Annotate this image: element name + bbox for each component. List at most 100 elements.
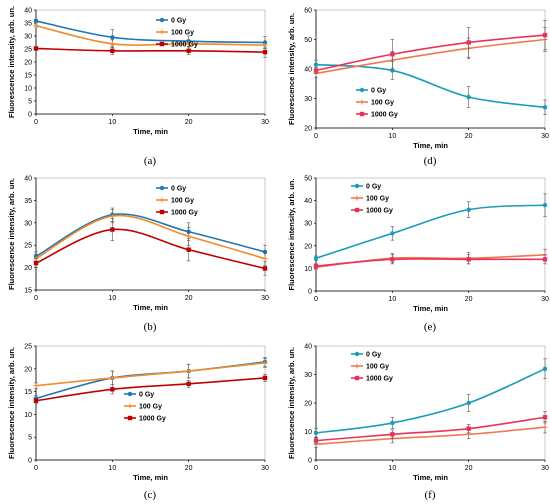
legend-label: 1000 Gy (171, 42, 198, 49)
data-point (110, 227, 115, 232)
data-point (466, 426, 471, 431)
x-tick-label: 0 (314, 465, 318, 472)
legend-marker (127, 403, 133, 409)
y-tick-label: 30 (304, 96, 312, 103)
panel-5: 0 5 10 15 20 25 0 10 20 30 Time, min Fluorescence i… (7, 344, 269, 502)
x-tick-label: 20 (185, 119, 193, 126)
y-tick-label: 25 (24, 47, 32, 54)
x-tick-label: 20 (185, 465, 193, 472)
legend-label: 1000 Gy (139, 416, 166, 423)
legend-label: 1000 Gy (366, 376, 393, 383)
series-3 (313, 254, 548, 269)
y-tick-label: 5 (28, 99, 32, 106)
series-line (315, 38, 546, 75)
data-point (466, 207, 471, 212)
series-2 (33, 23, 268, 49)
y-axis-label: Fluorescence intensity, arb. un. (7, 6, 16, 118)
data-point (542, 415, 548, 420)
legend-label: 100 Gy (171, 30, 194, 37)
x-tick-label: 10 (388, 133, 396, 140)
legend-label: 1000 Gy (371, 112, 398, 119)
y-tick-label: 35 (24, 21, 32, 28)
data-point (466, 94, 471, 100)
y-tick-label: 10 (304, 266, 312, 273)
legend-marker (127, 391, 133, 397)
legend-marker (159, 209, 165, 215)
data-point (313, 256, 319, 261)
x-tick-label: 0 (314, 296, 318, 303)
series-3 (33, 218, 268, 276)
data-point (33, 18, 39, 24)
legend-label: 100 Gy (366, 196, 389, 203)
legend-label: 100 Gy (139, 404, 162, 411)
y-axis-label: Fluorescence intensity, arb. un. (7, 178, 16, 290)
panel-label: (d) (424, 155, 437, 167)
series-1 (313, 193, 548, 261)
x-tick-label: 30 (541, 296, 549, 303)
legend-marker (354, 351, 360, 357)
legend-label: 0 Gy (171, 186, 186, 193)
legend-marker (354, 195, 360, 201)
x-tick-label: 30 (261, 295, 269, 302)
data-point (109, 213, 115, 219)
panel-label: (b) (144, 321, 157, 333)
legend: 0 Gy 100 Gy 1000 Gy (124, 392, 166, 423)
y-tick-label: 20 (24, 60, 32, 67)
series-line (35, 377, 266, 402)
x-tick-label: 0 (34, 119, 38, 126)
legend-marker (359, 99, 365, 105)
x-tick-label: 0 (314, 133, 318, 140)
panel-2: 20 30 40 50 60 0 10 20 30 Time, min Fluorescence i… (287, 8, 549, 168)
x-tick-label: 20 (465, 296, 473, 303)
series-1 (313, 358, 548, 438)
x-tick-label: 20 (465, 133, 473, 140)
y-tick-label: 50 (304, 176, 312, 183)
x-axis-label: Time, min (413, 141, 448, 150)
y-tick-label: 20 (24, 366, 32, 373)
data-point (186, 368, 192, 374)
y-axis-label: Fluorescence intensity, arb. un. (287, 13, 296, 125)
series-3 (33, 46, 268, 58)
x-tick-label: 10 (388, 465, 396, 472)
data-point (542, 257, 548, 262)
series-line (315, 34, 546, 72)
series-line (35, 213, 266, 258)
legend: 0 Gy 100 Gy 1000 Gy (356, 88, 398, 119)
legend-label: 100 Gy (171, 198, 194, 205)
series-2 (33, 358, 268, 389)
legend-label: 100 Gy (366, 364, 389, 371)
legend: 0 Gy 100 Gy 1000 Gy (156, 186, 198, 217)
x-tick-label: 0 (34, 295, 38, 302)
series-line (35, 47, 266, 53)
data-point (313, 68, 319, 73)
data-point (262, 266, 268, 271)
data-point (390, 432, 395, 437)
data-point (466, 257, 471, 262)
data-point (262, 360, 268, 366)
x-tick-label: 10 (108, 295, 116, 302)
legend-marker (354, 363, 360, 369)
x-tick-label: 30 (261, 119, 269, 126)
panel-1: 0 5 10 15 20 25 30 35 40 0 10 20 30 Time, min Fluoresc… (7, 6, 269, 167)
y-tick-label: 40 (24, 8, 32, 15)
data-point (542, 105, 548, 110)
y-tick-label: 20 (304, 126, 312, 133)
data-point (313, 62, 319, 67)
series-line (35, 214, 266, 260)
plot-frame (315, 345, 546, 461)
x-tick-label: 10 (108, 119, 116, 126)
series-line (35, 20, 266, 44)
y-tick-label: 0 (308, 289, 312, 296)
data-point (390, 68, 395, 73)
y-tick-label: 10 (24, 86, 32, 93)
data-point (542, 366, 548, 371)
data-point (542, 424, 548, 430)
x-tick-label: 30 (261, 465, 269, 472)
series-line (35, 228, 266, 270)
x-tick-label: 10 (388, 296, 396, 303)
legend-marker (159, 185, 165, 191)
series-line (315, 63, 546, 109)
x-axis-label: Time, min (133, 473, 168, 482)
data-point (313, 263, 319, 269)
x-tick-label: 30 (541, 133, 549, 140)
